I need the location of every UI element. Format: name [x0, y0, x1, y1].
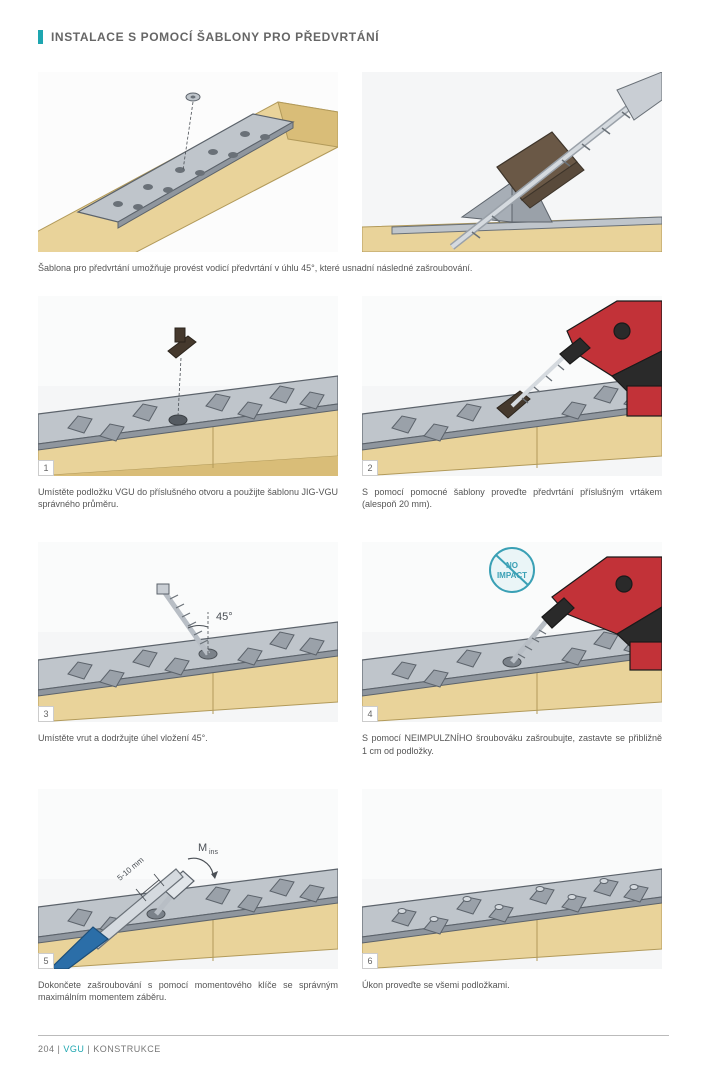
footer-page: 204	[38, 1044, 55, 1054]
torque-label: M	[198, 842, 207, 854]
step-2-figure: 2 S pomocí pomocné šablony proveďte před…	[362, 296, 662, 532]
title-text: INSTALACE S POMOCÍ ŠABLONY PRO PŘEDVRTÁN…	[51, 30, 379, 44]
step-6-figure: 6 Úkon proveďte se všemi podložkami.	[362, 789, 662, 1025]
step-number: 1	[38, 460, 54, 476]
footer-sep: |	[55, 1044, 64, 1054]
intro-svg-1	[38, 72, 338, 252]
step-number: 2	[362, 460, 378, 476]
step-4-caption: S pomocí NEIMPULZNÍHO šroubováku zašroub…	[362, 732, 662, 756]
step-number: 3	[38, 706, 54, 722]
footer-code: VGU	[63, 1044, 84, 1054]
step2-svg	[362, 296, 662, 476]
section-title: INSTALACE S POMOCÍ ŠABLONY PRO PŘEDVRTÁN…	[38, 30, 669, 44]
angle-label: 45°	[216, 611, 233, 623]
row-steps-3-4: 45° 3 Umístěte vrut a dodržujte úhel vlo…	[38, 542, 669, 778]
footer-sep: |	[84, 1044, 93, 1054]
step-5-caption: Dokončete zašroubování s pomocí momentov…	[38, 979, 338, 1003]
row-steps-1-2: 1 Umístěte podložku VGU do příslušného o…	[38, 296, 669, 532]
intro-figure-right	[362, 72, 662, 252]
svg-text:NO: NO	[506, 561, 518, 570]
intro-figure-left	[38, 72, 338, 252]
step5-svg: 5-10 mm M ins	[38, 789, 338, 969]
step-4-figure: NO IMPACT 4 S pomocí NEIMPULZNÍHO šroubo…	[362, 542, 662, 778]
footer-section: KONSTRUKCE	[93, 1044, 161, 1054]
step-number: 4	[362, 706, 378, 722]
intro-row	[38, 72, 669, 252]
title-accent-bar	[38, 30, 43, 44]
step3-svg: 45°	[38, 542, 338, 722]
row-steps-5-6: 5-10 mm M ins 5 Dokončete zašroubování s…	[38, 789, 669, 1025]
step-1-caption: Umístěte podložku VGU do příslušného otv…	[38, 486, 338, 510]
step-3-caption: Umístěte vrut a dodržujte úhel vložení 4…	[38, 732, 338, 744]
step-2-caption: S pomocí pomocné šablony proveďte předvr…	[362, 486, 662, 510]
intro-svg-2	[362, 72, 662, 252]
intro-caption: Šablona pro předvrtání umožňuje provést …	[38, 262, 662, 274]
step-number: 5	[38, 953, 54, 969]
svg-text:IMPACT: IMPACT	[497, 571, 527, 580]
step6-svg	[362, 789, 662, 969]
svg-text:ins: ins	[209, 849, 218, 856]
step-6-caption: Úkon proveďte se všemi podložkami.	[362, 979, 662, 991]
step1-svg	[38, 296, 338, 476]
page-footer: 204 | VGU | KONSTRUKCE	[38, 1035, 669, 1054]
no-impact-badge: NO IMPACT	[490, 548, 534, 592]
step-1-figure: 1 Umístěte podložku VGU do příslušného o…	[38, 296, 338, 532]
step-3-figure: 45° 3 Umístěte vrut a dodržujte úhel vlo…	[38, 542, 338, 778]
step4-svg: NO IMPACT	[362, 542, 662, 722]
step-5-figure: 5-10 mm M ins 5 Dokončete zašroubování s…	[38, 789, 338, 1025]
step-number: 6	[362, 953, 378, 969]
